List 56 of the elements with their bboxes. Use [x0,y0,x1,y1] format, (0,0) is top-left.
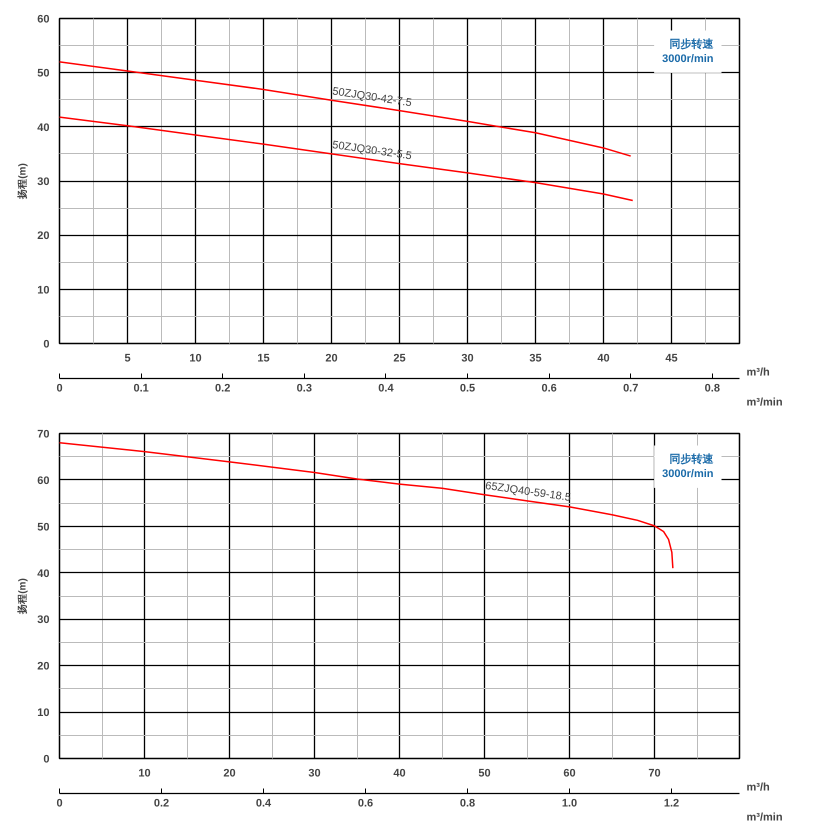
y-tick-label: 10 [37,284,50,296]
y-tick-label: 30 [37,614,50,626]
x2-tick-label: 0.4 [256,798,272,810]
y-tick-label: 70 [37,428,50,440]
x-axis-title: m³/h [746,782,770,794]
y-tick-label: 30 [37,176,50,188]
x-tick-label: 35 [529,352,542,364]
x2-tick-label: 0.3 [296,382,312,394]
x-tick-label: 15 [257,352,270,364]
y-tick-label: 20 [37,660,50,673]
x-tick-label: 70 [648,768,661,780]
x-tick-label: 5 [124,352,131,364]
x-tick-label: 20 [325,352,338,364]
x2-tick-label: 0.6 [541,382,557,394]
x2-tick-label: 0.8 [704,382,720,394]
y-tick-label: 0 [43,338,50,350]
x-tick-label: 40 [393,768,406,780]
y-axis-title: 扬程(m) [16,163,28,200]
y-tick-label: 0 [43,754,50,766]
x2-tick-label: 1.2 [664,798,680,810]
y-tick-label: 20 [37,230,50,242]
y-tick-label: 50 [37,68,50,80]
x2-tick-label: 1.0 [562,798,578,810]
y-tick-label: 40 [37,122,50,134]
x2-tick-label: 0 [56,382,63,394]
x-tick-label: 40 [597,352,610,364]
y-tick-label: 60 [37,14,50,26]
y-tick-label: 60 [37,474,50,487]
y-tick-label: 50 [37,521,50,534]
y-tick-label: 40 [37,568,50,580]
x-tick-label: 60 [563,768,576,780]
x-axis-title: m³/h [746,366,770,378]
x-tick-label: 10 [189,352,202,364]
x-tick-label: 10 [138,768,151,780]
x-tick-label: 30 [308,768,321,780]
x2-axis-title: m³/min [746,812,783,824]
x-tick-label: 20 [223,768,236,780]
x2-tick-label: 0.1 [133,382,149,394]
x2-tick-label: 0 [56,798,63,810]
annotation: 同步转速 3000r/min [662,452,714,480]
x-tick-label: 30 [461,352,474,364]
y-axis-title: 扬程(m) [16,578,28,615]
x-tick-label: 25 [393,352,406,364]
x2-tick-label: 0.6 [358,798,374,810]
y-tick-label: 10 [37,707,50,720]
x-tick-label: 50 [478,768,491,780]
x2-tick-label: 0.8 [460,798,476,810]
x2-tick-label: 0.2 [154,798,170,810]
x-tick-label: 45 [665,352,678,364]
x2-tick-label: 0.5 [460,382,476,394]
x2-axis-title: m³/min [746,396,783,408]
line-series [60,116,634,202]
annotation: 同步转速 3000r/min [662,38,714,65]
x2-tick-label: 0.7 [623,382,638,394]
x2-tick-label: 0.2 [215,382,230,394]
x2-tick-label: 0.4 [378,382,394,394]
